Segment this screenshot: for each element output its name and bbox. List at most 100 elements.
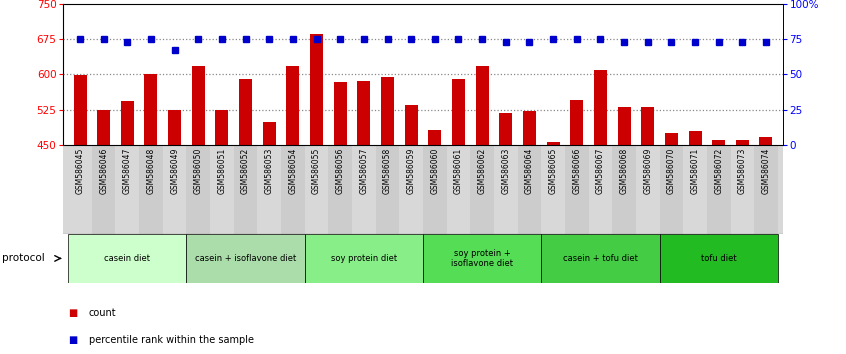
Bar — [665, 133, 678, 145]
Bar — [565, 145, 589, 234]
Text: soy protein diet: soy protein diet — [331, 254, 397, 263]
Bar — [641, 107, 654, 145]
Bar — [541, 145, 565, 234]
Bar — [518, 145, 541, 234]
Bar — [121, 101, 134, 145]
Text: GSM586046: GSM586046 — [99, 148, 108, 194]
Bar — [423, 145, 447, 234]
Text: GSM586060: GSM586060 — [431, 148, 439, 194]
Text: GSM586053: GSM586053 — [265, 148, 274, 194]
Text: GSM586062: GSM586062 — [478, 148, 486, 194]
Text: GSM586055: GSM586055 — [312, 148, 321, 194]
Text: GSM586063: GSM586063 — [502, 148, 510, 194]
Bar — [352, 145, 376, 234]
Text: casein + tofu diet: casein + tofu diet — [563, 254, 638, 263]
Text: GSM586051: GSM586051 — [217, 148, 227, 194]
Bar — [257, 145, 281, 234]
Bar — [168, 110, 181, 145]
Bar — [707, 145, 730, 234]
Text: GSM586073: GSM586073 — [738, 148, 747, 194]
Bar — [92, 145, 116, 234]
Bar — [613, 145, 636, 234]
Bar — [116, 145, 139, 234]
Bar — [287, 66, 299, 145]
Bar — [736, 141, 749, 145]
Text: GSM586071: GSM586071 — [690, 148, 700, 194]
Text: protocol: protocol — [2, 253, 45, 263]
Text: GSM586045: GSM586045 — [75, 148, 85, 194]
Text: GSM586056: GSM586056 — [336, 148, 344, 194]
Text: GSM586049: GSM586049 — [170, 148, 179, 194]
Bar — [69, 145, 92, 234]
Bar — [333, 82, 347, 145]
Bar — [475, 66, 489, 145]
Text: GSM586058: GSM586058 — [383, 148, 392, 194]
Bar — [399, 145, 423, 234]
Bar — [730, 145, 754, 234]
Bar — [281, 145, 305, 234]
Text: casein + isoflavone diet: casein + isoflavone diet — [195, 254, 296, 263]
Text: GSM586065: GSM586065 — [548, 148, 558, 194]
Text: GSM586047: GSM586047 — [123, 148, 132, 194]
Bar — [381, 77, 394, 145]
Bar — [570, 100, 583, 145]
Text: GSM586052: GSM586052 — [241, 148, 250, 194]
Bar — [689, 131, 701, 145]
Bar — [376, 145, 399, 234]
Bar — [162, 145, 186, 234]
Bar — [186, 145, 210, 234]
Bar — [589, 145, 613, 234]
Text: GSM586064: GSM586064 — [525, 148, 534, 194]
Text: GSM586048: GSM586048 — [146, 148, 156, 194]
Bar — [660, 145, 684, 234]
Bar — [499, 113, 513, 145]
Bar — [470, 145, 494, 234]
Bar — [239, 79, 252, 145]
Text: GSM586059: GSM586059 — [407, 148, 415, 194]
Bar — [192, 66, 205, 145]
Text: casein diet: casein diet — [104, 254, 151, 263]
Bar — [428, 130, 442, 145]
Text: GSM586067: GSM586067 — [596, 148, 605, 194]
Text: GSM586054: GSM586054 — [288, 148, 298, 194]
Bar — [523, 111, 536, 145]
Text: GSM586066: GSM586066 — [572, 148, 581, 194]
Bar — [357, 81, 371, 145]
Bar — [74, 75, 86, 145]
Bar — [594, 70, 607, 145]
Bar — [328, 145, 352, 234]
Bar — [636, 145, 660, 234]
Bar — [447, 145, 470, 234]
Bar — [541, 234, 660, 283]
Text: GSM586057: GSM586057 — [360, 148, 368, 194]
Bar — [684, 145, 707, 234]
Text: GSM586050: GSM586050 — [194, 148, 203, 194]
Bar — [69, 234, 186, 283]
Bar — [423, 234, 541, 283]
Bar — [305, 145, 328, 234]
Bar — [139, 145, 162, 234]
Text: GSM586069: GSM586069 — [643, 148, 652, 194]
Bar — [712, 141, 725, 145]
Bar — [305, 234, 423, 283]
Bar — [618, 107, 630, 145]
Bar — [210, 145, 233, 234]
Bar — [216, 110, 228, 145]
Text: GSM586072: GSM586072 — [714, 148, 723, 194]
Text: GSM586074: GSM586074 — [761, 148, 771, 194]
Text: soy protein +
isoflavone diet: soy protein + isoflavone diet — [451, 249, 514, 268]
Bar — [547, 142, 559, 145]
Text: GSM586070: GSM586070 — [667, 148, 676, 194]
Bar — [660, 234, 777, 283]
Text: tofu diet: tofu diet — [700, 254, 737, 263]
Bar — [97, 110, 110, 145]
Bar — [145, 74, 157, 145]
Bar — [760, 137, 772, 145]
Bar — [233, 145, 257, 234]
Bar — [404, 105, 418, 145]
Text: percentile rank within the sample: percentile rank within the sample — [89, 335, 254, 345]
Bar — [494, 145, 518, 234]
Text: count: count — [89, 308, 117, 318]
Bar — [310, 34, 323, 145]
Bar — [263, 121, 276, 145]
